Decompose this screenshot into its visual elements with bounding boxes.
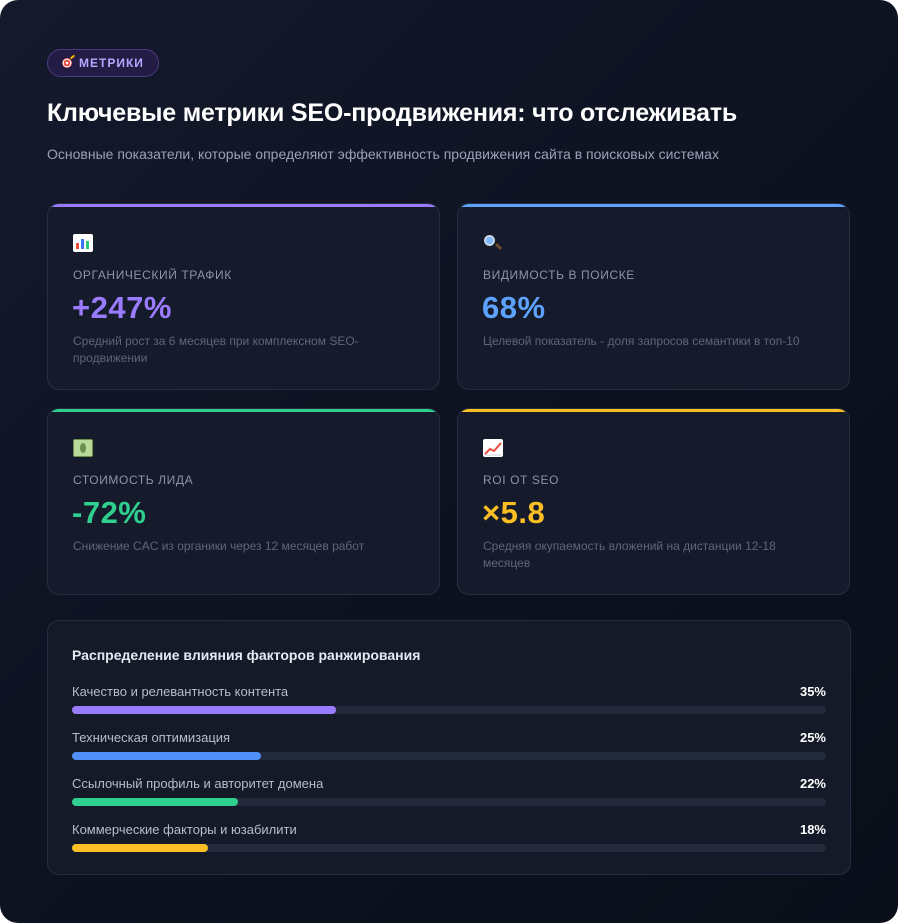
metric-card-lead-cost: СТОИМОСТЬ ЛИДА -72% Снижение CAC из орга…: [47, 408, 440, 595]
factor-track: [72, 752, 826, 760]
metric-value: 68%: [482, 290, 546, 325]
metric-label: ROI ОТ SEO: [483, 473, 560, 487]
metric-value: +247%: [72, 290, 172, 325]
magnifier-icon: [483, 234, 503, 252]
target-icon: [62, 58, 72, 68]
ranking-factors-panel: Распределение влияния факторов ранжирова…: [47, 620, 851, 875]
factor-value: 18%: [799, 822, 826, 837]
page-subtitle: Основные показатели, которые определяют …: [47, 146, 719, 162]
trend-up-icon: [483, 439, 503, 457]
factor-name: Техническая оптимизация: [72, 730, 231, 745]
metric-description: Средняя окупаемость вложений на дистанци…: [483, 539, 776, 570]
section-badge: МЕТРИКИ: [47, 49, 159, 77]
metric-description: Средний рост за 6 месяцев при комплексно…: [73, 334, 359, 365]
bar-chart-icon: [73, 234, 93, 252]
metric-value: ×5.8: [482, 495, 546, 530]
metric-description: Целевой показатель - доля запросов семан…: [483, 334, 800, 348]
factor-name: Коммерческие факторы и юзабилити: [72, 822, 297, 837]
metric-label: ОРГАНИЧЕСКИЙ ТРАФИК: [73, 268, 232, 282]
card-accent-bar: [458, 409, 849, 412]
card-accent-bar: [48, 409, 439, 412]
metric-card-search-visibility: ВИДИМОСТЬ В ПОИСКЕ 68% Целевой показател…: [457, 203, 850, 390]
factor-fill: [72, 752, 261, 760]
factor-fill: [72, 844, 208, 852]
metric-label: СТОИМОСТЬ ЛИДА: [73, 473, 194, 487]
factor-name: Ссылочный профиль и авторитет домена: [72, 776, 324, 791]
factor-track: [72, 706, 826, 714]
factor-value: 35%: [799, 684, 826, 699]
factor-row: Качество и релевантность контента 35%: [72, 684, 826, 714]
money-icon: [73, 439, 93, 457]
badge-label: МЕТРИКИ: [79, 56, 144, 70]
factor-track: [72, 798, 826, 806]
metric-card-organic-traffic: ОРГАНИЧЕСКИЙ ТРАФИК +247% Средний рост з…: [47, 203, 440, 390]
metric-description: Снижение CAC из органики через 12 месяце…: [73, 539, 365, 553]
metric-value: -72%: [72, 495, 147, 530]
page-title: Ключевые метрики SEO-продвижения: что от…: [47, 99, 738, 127]
factor-row: Коммерческие факторы и юзабилити 18%: [72, 822, 826, 852]
factor-value: 22%: [799, 776, 826, 791]
metric-card-roi: ROI ОТ SEO ×5.8 Средняя окупаемость влож…: [457, 408, 850, 595]
card-accent-bar: [458, 204, 849, 207]
metric-label: ВИДИМОСТЬ В ПОИСКЕ: [483, 268, 635, 282]
card-accent-bar: [48, 204, 439, 207]
factor-row: Ссылочный профиль и авторитет домена 22%: [72, 776, 826, 806]
factor-name: Качество и релевантность контента: [72, 684, 289, 699]
factor-fill: [72, 706, 336, 714]
factor-fill: [72, 798, 238, 806]
factor-track: [72, 844, 826, 852]
factor-value: 25%: [799, 730, 826, 745]
factor-row: Техническая оптимизация 25%: [72, 730, 826, 760]
factors-title: Распределение влияния факторов ранжирова…: [72, 647, 421, 663]
